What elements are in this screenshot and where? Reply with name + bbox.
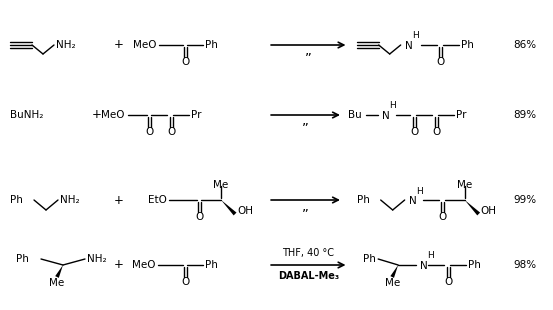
- Text: Ph: Ph: [10, 195, 23, 205]
- Text: MeO: MeO: [101, 110, 124, 120]
- Text: OH: OH: [237, 206, 253, 216]
- Text: Me: Me: [457, 180, 472, 190]
- Text: DABAL-Me₃: DABAL-Me₃: [278, 271, 339, 281]
- Text: Ph: Ph: [16, 254, 29, 264]
- Text: N: N: [382, 111, 390, 121]
- Text: N: N: [409, 196, 416, 206]
- Text: MeO: MeO: [133, 260, 156, 270]
- Text: Ph: Ph: [205, 40, 218, 50]
- Text: +: +: [114, 259, 124, 272]
- Text: NH₂: NH₂: [56, 40, 76, 50]
- Text: O: O: [181, 57, 189, 67]
- Text: O: O: [181, 277, 189, 287]
- Text: Me: Me: [213, 180, 229, 190]
- Text: H: H: [389, 101, 396, 110]
- Text: O: O: [167, 127, 175, 137]
- Text: N: N: [420, 261, 428, 271]
- Text: Me: Me: [49, 278, 65, 288]
- Text: O: O: [439, 212, 447, 222]
- Polygon shape: [55, 265, 63, 278]
- Text: 99%: 99%: [513, 195, 536, 205]
- Text: +: +: [114, 38, 124, 51]
- Text: N: N: [405, 41, 413, 51]
- Text: MeO: MeO: [133, 40, 156, 50]
- Text: OH: OH: [481, 206, 497, 216]
- Text: O: O: [436, 57, 445, 67]
- Text: ”: ”: [302, 122, 309, 135]
- Text: NH₂: NH₂: [87, 254, 107, 264]
- Text: Ph: Ph: [357, 195, 369, 205]
- Text: Pr: Pr: [191, 110, 202, 120]
- Text: 89%: 89%: [513, 110, 536, 120]
- Text: Pr: Pr: [456, 110, 467, 120]
- Text: Ph: Ph: [205, 260, 218, 270]
- Polygon shape: [221, 200, 237, 215]
- Text: Ph: Ph: [363, 254, 376, 264]
- Text: O: O: [444, 277, 452, 287]
- Text: EtO: EtO: [148, 195, 167, 205]
- Polygon shape: [465, 200, 480, 215]
- Text: O: O: [432, 127, 441, 137]
- Text: NH₂: NH₂: [60, 195, 80, 205]
- Text: H: H: [411, 32, 419, 41]
- Text: Ph: Ph: [468, 260, 481, 270]
- Text: +: +: [114, 193, 124, 206]
- Text: BuNH₂: BuNH₂: [10, 110, 43, 120]
- Text: H: H: [416, 187, 422, 196]
- Text: O: O: [410, 127, 419, 137]
- Text: O: O: [145, 127, 153, 137]
- Text: Ph: Ph: [461, 40, 473, 50]
- Text: 86%: 86%: [513, 40, 536, 50]
- Text: 98%: 98%: [513, 260, 536, 270]
- Polygon shape: [390, 265, 398, 278]
- Text: O: O: [195, 212, 203, 222]
- Text: ”: ”: [305, 52, 312, 65]
- Text: Bu: Bu: [348, 110, 362, 120]
- Text: THF, 40 °C: THF, 40 °C: [282, 248, 335, 258]
- Text: Me: Me: [384, 278, 400, 288]
- Text: H: H: [427, 251, 434, 260]
- Text: +: +: [92, 108, 102, 122]
- Text: ”: ”: [302, 207, 309, 220]
